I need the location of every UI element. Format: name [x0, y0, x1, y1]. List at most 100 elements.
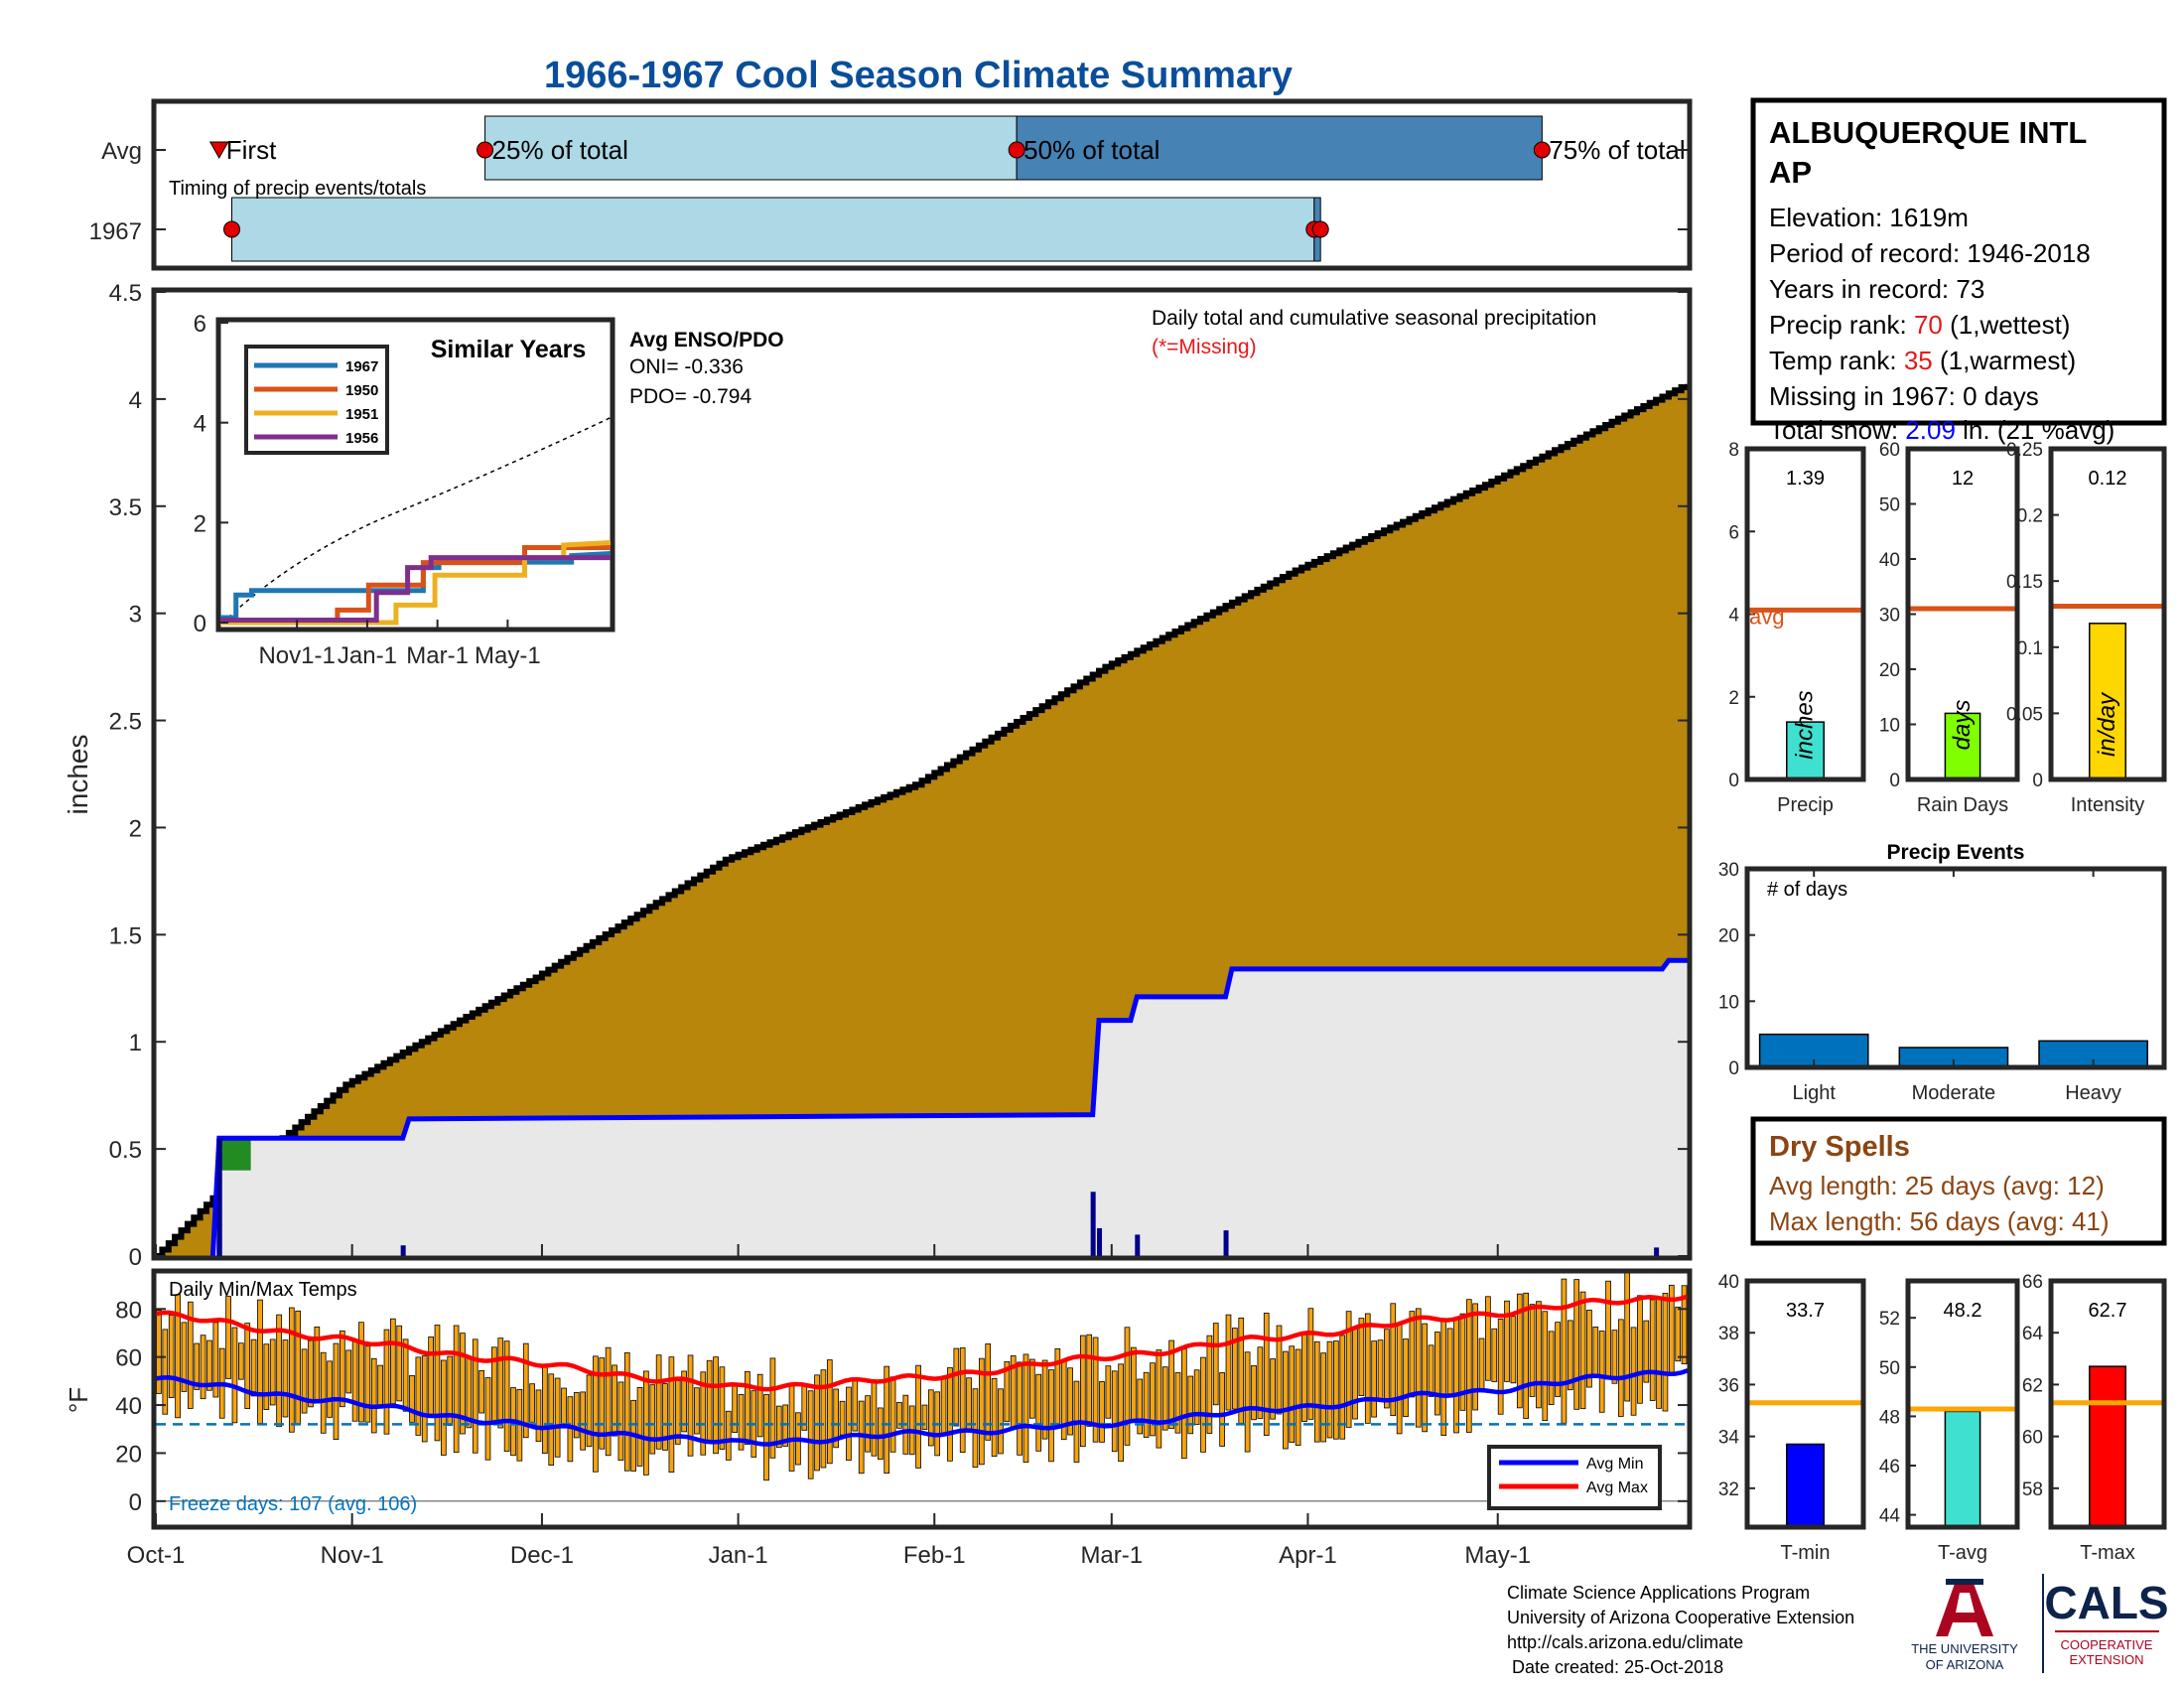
daily-precip-bar: [1097, 1227, 1103, 1256]
similar-years-title: Similar Years: [431, 336, 587, 363]
daily-temp-range-bar: [1225, 1314, 1232, 1411]
temp-summary-bars: 32 34 36 38 40 33.7 T-min 44 46 48 50 52 48.2 T-avg 58…: [1718, 1272, 2167, 1564]
temp-y-tick-label: 0: [129, 1489, 142, 1516]
temp-series: [155, 1271, 1689, 1502]
station-temp-rank: Temp rank: 35 (1,warmest): [1769, 346, 2076, 375]
daily-temp-range-bar: [453, 1325, 460, 1454]
daily-temp-range-bar: [1472, 1303, 1478, 1411]
daily-temp-range-bar: [237, 1342, 244, 1380]
daily-temp-range-bar: [871, 1379, 878, 1457]
daily-temp-range-bar: [351, 1340, 358, 1422]
daily-temp-range-bar: [807, 1390, 814, 1479]
daily-temp-range-bar: [250, 1338, 257, 1397]
daily-temp-range-bar: [655, 1354, 662, 1450]
daily-temp-range-bar: [263, 1343, 270, 1410]
avg-min-line: [155, 1368, 1689, 1447]
mini-panel-rain-days: 0 10 20 30 40 50 60 12 Rain Days days: [1879, 440, 2020, 816]
daily-temp-range-bar: [156, 1310, 162, 1394]
event-y-tick-label: 20: [1718, 926, 1739, 947]
mini-panel-bar: [1944, 1410, 1981, 1528]
daily-temp-range-bar: [1586, 1310, 1592, 1388]
mini-panel-t-min: 32 34 36 38 40 33.7 T-min: [1718, 1272, 1866, 1564]
daily-temp-range-bar: [1244, 1351, 1251, 1453]
daily-temp-range-bar: [308, 1339, 314, 1408]
daily-temp-range-bar: [333, 1342, 340, 1441]
x-tick-label: Dec-1: [510, 1542, 574, 1569]
daily-temp-range-bar: [877, 1407, 884, 1461]
daily-temp-range-bar: [364, 1345, 371, 1423]
mini-panel-tick-label: 46: [1879, 1457, 1900, 1477]
daily-temp-range-bar: [1301, 1332, 1307, 1422]
freeze-note: Freeze days: 107 (avg. 106): [169, 1493, 417, 1515]
daily-temp-range-bar: [700, 1371, 707, 1456]
avg-max-line: [155, 1294, 1689, 1392]
daily-temp-range-bar: [1313, 1340, 1320, 1443]
precip-y-tick-label: 3: [129, 602, 142, 629]
daily-temp-range-bar: [168, 1315, 175, 1398]
legend-avg-max-label: Avg Max: [1586, 1479, 1648, 1496]
daily-temp-range-bar: [1295, 1348, 1301, 1446]
temp-frame: [151, 1268, 1693, 1530]
footer-date: Date created: 25-Oct-2018: [1507, 1657, 1723, 1677]
daily-temp-range-bar: [1396, 1324, 1403, 1435]
daily-temp-range-bar: [1497, 1319, 1504, 1415]
mini-panel-intensity: 0 0.05 0.1 0.15 0.2 0.25 0.12 Intensity in/day: [2006, 440, 2167, 816]
daily-temp-range-bar: [1086, 1334, 1093, 1427]
station-missing: Missing in 1967: 0 days: [1769, 381, 2039, 411]
daily-temp-range-bar: [441, 1359, 447, 1456]
daily-temp-range-bar: [1453, 1317, 1459, 1434]
avg-p75-marker: [1533, 141, 1551, 159]
daily-temp-range-bar: [1168, 1339, 1174, 1430]
daily-temp-range-bar: [1491, 1328, 1498, 1382]
inset-y-tick-label: 4: [194, 411, 206, 438]
mini-panel-tick-label: 6: [1728, 522, 1739, 543]
daily-temp-range-bar: [1516, 1293, 1523, 1409]
daily-temp-range-bar: [1092, 1336, 1099, 1443]
avg-cumulative-outline: [156, 383, 1691, 1259]
daily-temp-range-bar: [1099, 1381, 1105, 1443]
daily-temp-range-bar: [269, 1338, 276, 1406]
mini-panel-tick-label: 20: [1879, 660, 1900, 681]
daily-temp-range-bar: [175, 1294, 181, 1419]
temp-y-label: °F: [64, 1387, 93, 1413]
daily-temp-range-bar: [1232, 1328, 1238, 1410]
similar-years-legend-items: 1967 1950 1951 1956: [254, 358, 378, 447]
daily-temp-range-bar: [1542, 1311, 1549, 1422]
mini-panel-value: 1.39: [1786, 468, 1825, 490]
daily-temp-range-bar: [1206, 1335, 1213, 1434]
daily-temp-range-bar: [599, 1357, 606, 1450]
x-tick-label: Apr-1: [1279, 1542, 1337, 1569]
y1967-first-marker: [223, 220, 241, 238]
daily-temp-range-bar: [1174, 1371, 1181, 1434]
daily-temp-range-bar: [1028, 1358, 1035, 1419]
daily-temp-range-bar: [1446, 1328, 1453, 1397]
mini-panel-label: T-max: [2080, 1542, 2135, 1564]
mini-panel-frame: [2048, 446, 2167, 782]
ua-logo-line2: OF ARIZONA: [1926, 1657, 2004, 1672]
x-tick-label: Nov-1: [321, 1542, 384, 1569]
precip-y-ticks: 0 0.5 1 1.5 2 2.5 3 3.5 4 4.5: [109, 280, 1690, 1271]
daily-temp-range-bar: [472, 1338, 478, 1454]
daily-temp-range-bar: [282, 1339, 289, 1418]
station-frame: [1750, 97, 2167, 426]
event-category-label: Light: [1793, 1082, 1837, 1104]
daily-temp-range-bar: [377, 1364, 383, 1409]
avg-first-marker: [208, 141, 229, 160]
daily-temp-range-bar: [947, 1366, 953, 1462]
daily-temp-range-bar: [725, 1410, 732, 1461]
precip-events-panel: Light Moderate Heavy 0 10 20 30 Precip Events # …: [1718, 841, 2167, 1104]
daily-temp-range-bar: [1649, 1299, 1656, 1401]
daily-temp-range-bar: [991, 1377, 998, 1458]
precip-y-tick-label: 4: [129, 387, 142, 414]
mini-panel-tick-label: 0.1: [2017, 638, 2043, 659]
y1967-first-50-bar: [231, 197, 1315, 262]
daily-temp-range-bar: [1118, 1363, 1124, 1463]
station-name: ALBUQUERQUE INTL: [1769, 115, 2087, 150]
daily-temp-range-bar: [478, 1369, 484, 1414]
daily-precip-bar: [1090, 1192, 1096, 1256]
mini-panel-tick-label: 0.2: [2017, 506, 2043, 527]
daily-temp-range-bar: [415, 1356, 422, 1436]
ua-a-counter: [1956, 1593, 1975, 1613]
daily-temp-range-bar: [884, 1365, 890, 1475]
mini-panel-label: Precip: [1777, 794, 1834, 816]
